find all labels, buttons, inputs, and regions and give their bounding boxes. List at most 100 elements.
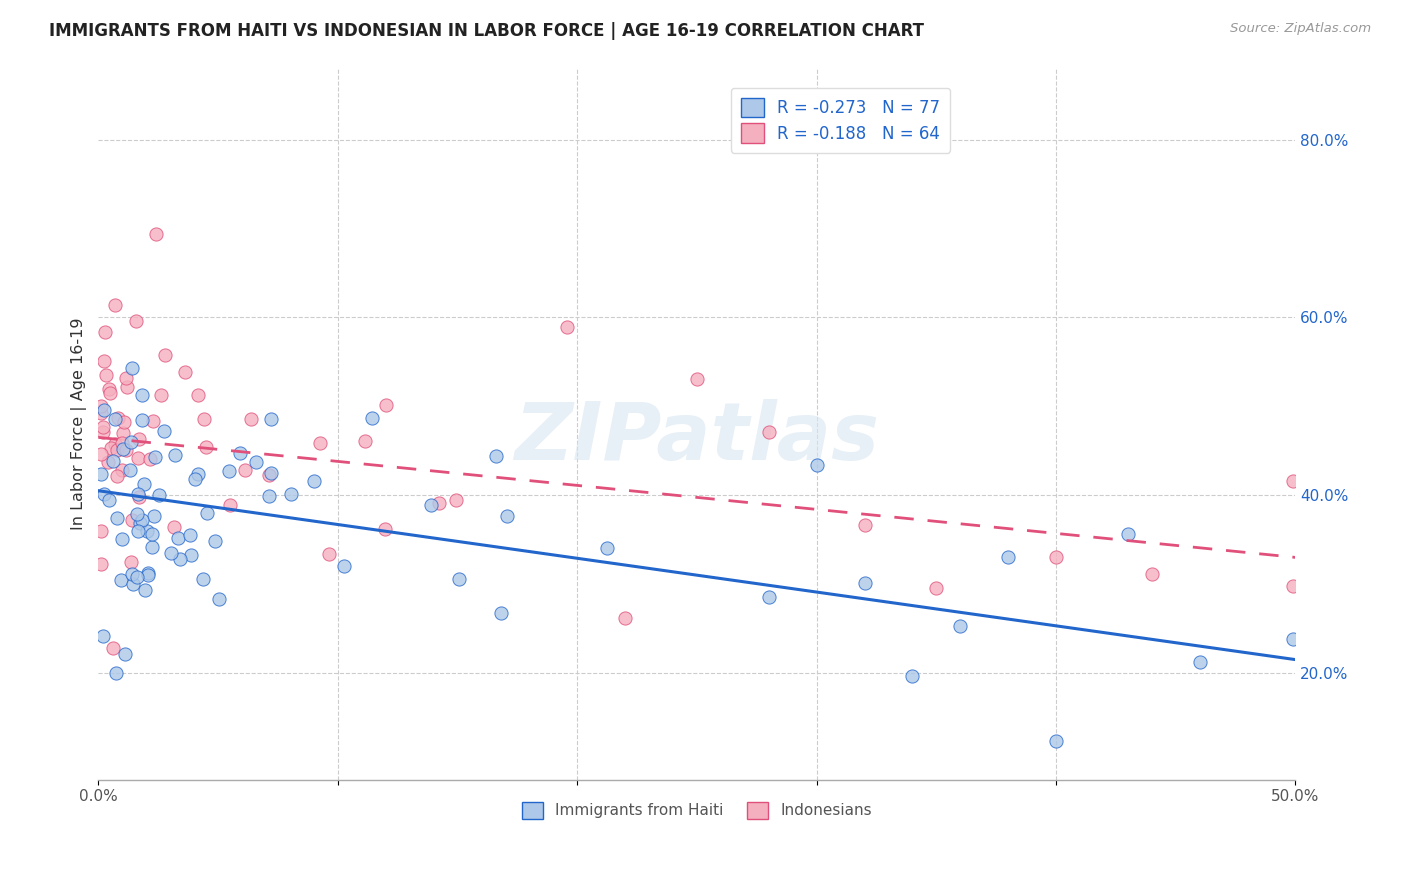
Point (491, 606, 513, 620)
Point (101, 453, 124, 467)
Point (374, 522, 396, 536)
Point (245, 455, 267, 469)
Point (449, 573, 471, 587)
Point (104, 665, 127, 680)
Point (758, 591, 780, 605)
Point (105, 511, 128, 525)
Point (169, 552, 191, 566)
Point (114, 442, 136, 457)
Point (90, 400, 112, 414)
Point (110, 532, 132, 546)
Point (280, 487, 302, 501)
Point (134, 582, 156, 597)
Point (159, 546, 181, 560)
Point (105, 442, 128, 457)
Point (145, 450, 167, 464)
Point (260, 467, 283, 481)
Point (485, 450, 508, 464)
Point (107, 411, 129, 425)
Point (218, 498, 240, 512)
Point (90, 524, 112, 538)
Point (1045, 550, 1067, 565)
Point (179, 527, 201, 541)
Point (103, 640, 125, 655)
Point (127, 524, 149, 538)
Point (302, 474, 325, 488)
Point (91, 419, 114, 434)
Point (121, 512, 143, 526)
Point (228, 446, 250, 460)
Point (614, 611, 637, 625)
Point (193, 572, 215, 586)
Point (90, 467, 112, 482)
Point (259, 412, 281, 426)
Point (218, 465, 240, 479)
Point (127, 487, 149, 501)
Point (103, 297, 125, 311)
Point (131, 513, 153, 527)
Point (208, 591, 231, 606)
Point (98, 386, 121, 401)
Point (93, 402, 115, 417)
Point (166, 532, 188, 546)
Point (97, 455, 120, 469)
Point (111, 463, 134, 477)
Point (1188, 655, 1211, 669)
Point (97, 383, 120, 397)
Point (120, 435, 142, 450)
Point (444, 493, 467, 508)
Point (120, 555, 142, 569)
Point (1116, 527, 1139, 541)
Point (758, 425, 780, 440)
Point (1282, 578, 1305, 592)
Point (1282, 474, 1305, 488)
Point (257, 489, 280, 503)
Point (150, 387, 173, 401)
Point (309, 436, 332, 450)
Point (125, 314, 148, 328)
Point (93, 353, 115, 368)
Point (557, 319, 579, 334)
Point (110, 574, 132, 588)
Point (596, 541, 619, 555)
Point (1282, 632, 1305, 647)
Point (114, 371, 136, 385)
Point (121, 566, 143, 581)
Point (107, 469, 129, 483)
Point (127, 451, 149, 466)
Point (853, 575, 876, 590)
Point (128, 516, 150, 530)
Legend: Immigrants from Haiti, Indonesians: Immigrants from Haiti, Indonesians (516, 796, 879, 825)
Point (318, 547, 340, 561)
Point (333, 559, 356, 574)
Point (121, 360, 143, 375)
Point (125, 507, 148, 521)
Point (141, 526, 163, 541)
Point (187, 387, 209, 401)
Point (361, 411, 384, 425)
Point (162, 520, 184, 534)
Point (142, 508, 165, 523)
Point (128, 432, 150, 446)
Point (111, 435, 134, 450)
Point (93, 326, 115, 340)
Point (111, 442, 134, 456)
Point (100, 441, 122, 455)
Point (135, 524, 157, 539)
Point (131, 413, 153, 427)
Point (194, 440, 217, 454)
Point (187, 467, 209, 482)
Point (997, 550, 1019, 565)
Point (111, 425, 134, 440)
Point (240, 411, 263, 425)
Point (153, 348, 176, 362)
Point (193, 412, 215, 426)
Point (93, 487, 115, 501)
Text: Source: ZipAtlas.com: Source: ZipAtlas.com (1230, 22, 1371, 36)
Point (1140, 567, 1163, 582)
Point (806, 458, 828, 472)
Point (91, 425, 114, 439)
Point (949, 619, 972, 633)
Point (118, 463, 141, 477)
Point (136, 567, 159, 582)
